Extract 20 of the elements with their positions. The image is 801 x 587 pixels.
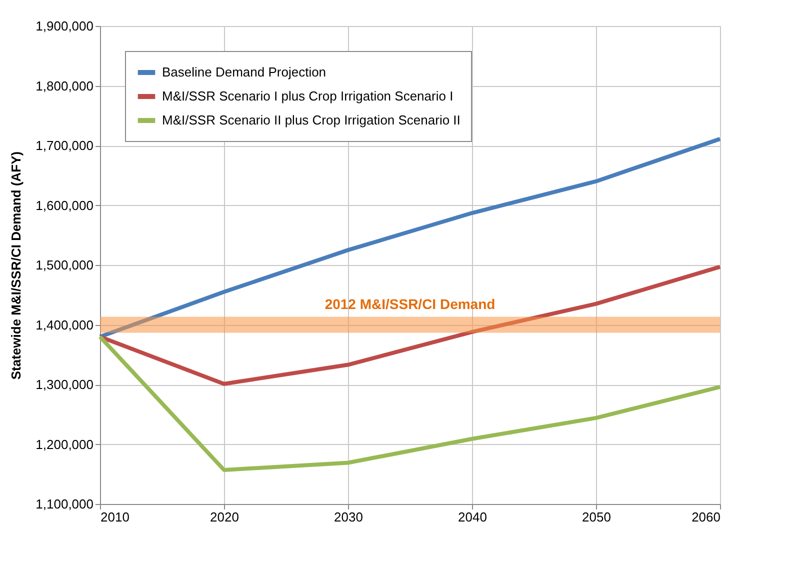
- x-tick-label: 2060: [692, 510, 720, 524]
- ref-line-label: 2012 M&I/SSR/CI Demand: [324, 296, 496, 312]
- legend-label: M&I/SSR Scenario I plus Crop Irrigation Scenario I: [162, 88, 454, 104]
- y-tick-label: 1,600,000: [36, 198, 94, 213]
- legend-label: Baseline Demand Projection: [162, 64, 326, 80]
- y-tick-label: 1,500,000: [36, 258, 94, 272]
- y-tick-label: 1,800,000: [36, 78, 94, 94]
- x-tick-label: 2020: [210, 510, 239, 524]
- y-axis-title: Statewide M&I/SSR/CI Demand (AFY): [8, 151, 24, 380]
- y-tick-label: 1,400,000: [36, 317, 94, 332]
- y-tick-label: 1,100,000: [36, 496, 94, 512]
- x-tick-label: 2030: [334, 510, 363, 524]
- y-tick-label: 1,200,000: [36, 436, 94, 452]
- x-tick-label: 2040: [458, 510, 487, 524]
- y-tick-label: 1,900,000: [36, 18, 94, 34]
- y-tick-label: 1,700,000: [36, 138, 94, 153]
- y-tick-label: 1,300,000: [36, 377, 94, 392]
- legend-label: M&I/SSR Scenario II plus Crop Irrigation Scenario II: [162, 112, 460, 128]
- x-tick-label: 2050: [582, 510, 611, 524]
- x-tick-label: 2010: [100, 510, 130, 524]
